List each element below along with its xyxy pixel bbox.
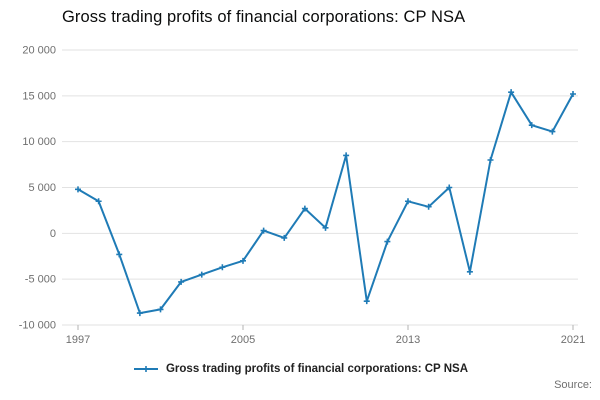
data-point-marker: [116, 251, 123, 258]
x-axis: 1997 2005 2013 2021: [66, 325, 585, 346]
y-axis-labels: -10 000 -5 000 0 5 000 10 000 15 000 20 000: [19, 45, 56, 332]
y-tick-label: -10 000: [19, 320, 56, 332]
source-label: Source:: [554, 379, 592, 391]
data-point-marker: [446, 184, 453, 191]
data-point-marker: [425, 203, 432, 210]
data-point-marker: [136, 310, 143, 317]
data-point-marker: [75, 186, 81, 193]
data-point-marker: [549, 128, 556, 135]
data-point-marker: [570, 91, 576, 97]
data-point-marker: [487, 157, 494, 163]
legend-line-icon: [133, 366, 158, 372]
x-tick-label: 1997: [66, 334, 90, 346]
y-tick-label: -5 000: [25, 274, 56, 286]
data-point-marker: [260, 227, 267, 234]
data-point-marker: [157, 306, 164, 313]
data-point-markers: [75, 89, 576, 317]
data-point-marker: [198, 271, 205, 278]
data-point-marker: [363, 298, 370, 305]
legend-plus-marker: [142, 366, 149, 372]
x-tick-label: 2021: [561, 334, 585, 346]
data-point-marker: [343, 152, 350, 159]
data-point-marker: [405, 198, 411, 205]
series-line: [77, 91, 574, 315]
x-tick-label: 2013: [396, 334, 420, 346]
y-tick-label: 0: [50, 228, 56, 240]
data-point-marker: [384, 238, 391, 245]
data-point-marker: [466, 268, 473, 275]
legend-label: Gross trading profits of financial corpo…: [165, 363, 468, 375]
data-point-marker: [301, 205, 308, 212]
y-tick-label: 10 000: [22, 136, 56, 148]
y-tick-label: 20 000: [22, 45, 56, 57]
y-tick-label: 5 000: [28, 182, 56, 194]
chart-legend: Gross trading profits of financial corpo…: [0, 363, 600, 375]
data-point-marker: [281, 234, 288, 241]
gridlines: [62, 49, 578, 326]
y-tick-label: 15 000: [22, 90, 56, 102]
chart-title: Gross trading profits of financial corpo…: [62, 8, 466, 26]
data-point-marker: [95, 198, 102, 205]
data-point-marker: [508, 89, 515, 96]
x-tick-label: 2005: [231, 334, 255, 346]
data-point-marker: [178, 278, 185, 285]
data-point-marker: [322, 224, 329, 231]
data-point-marker: [240, 257, 246, 264]
data-point-marker: [528, 122, 535, 129]
data-point-marker: [219, 264, 226, 271]
